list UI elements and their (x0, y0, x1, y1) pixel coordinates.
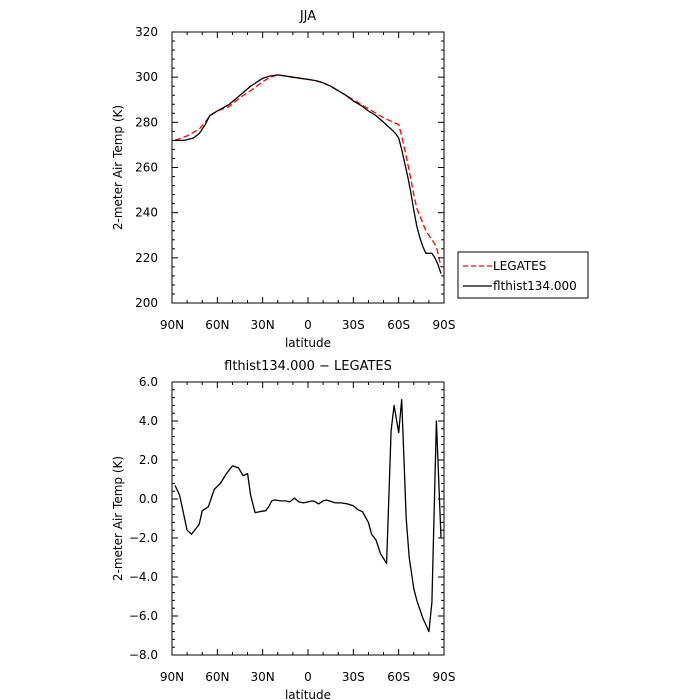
y-tick-label: 300 (135, 70, 158, 84)
x-axis-label: latitude (285, 688, 331, 700)
x-tick-label: 90N (160, 670, 184, 684)
x-tick-label: 90S (433, 670, 456, 684)
x-tick-label: 60S (387, 670, 410, 684)
x-tick-label: 30N (251, 318, 275, 332)
y-axis-label: 2-meter Air Temp (K) (111, 105, 125, 230)
plot-frame (171, 31, 445, 304)
x-tick-label: 0 (304, 318, 312, 332)
legend: LEGATES flthist134.000 (457, 251, 589, 299)
series-line-difference (174, 398, 442, 633)
series-line-flthist134-000 (175, 74, 442, 274)
y-tick-label: −6.0 (129, 609, 158, 623)
legend-label: LEGATES (493, 259, 546, 273)
y-tick-label: 260 (135, 161, 158, 175)
y-tick-label: 220 (135, 251, 158, 265)
x-axis-label: latitude (285, 336, 331, 350)
chart-title: JJA (299, 9, 316, 24)
legend-label: flthist134.000 (493, 279, 577, 293)
top-panel: JJA latitude 2-meter Air Temp (K) 90N 60N 30N… (111, 9, 455, 350)
y-tick-label: 2.0 (139, 453, 158, 467)
y-tick-label: −2.0 (129, 531, 158, 545)
series-line-legates (174, 74, 442, 268)
x-tick-label: 60N (205, 670, 229, 684)
x-tick-label: 30N (251, 670, 275, 684)
x-tick-label: 60N (205, 318, 229, 332)
y-tick-label: 320 (135, 25, 158, 39)
x-tick-label: 30S (342, 670, 365, 684)
x-tick-label: 60S (387, 318, 410, 332)
x-tick-label: 30S (342, 318, 365, 332)
y-tick-label: −4.0 (129, 570, 158, 584)
y-axis-label: 2-meter Air Temp (K) (111, 456, 125, 581)
y-tick-label: 4.0 (139, 414, 158, 428)
chart-title: flthist134.000 − LEGATES (224, 359, 392, 374)
y-tick-label: 280 (135, 115, 158, 129)
y-tick-label: −8.0 (129, 648, 158, 662)
legend-box (457, 251, 589, 299)
x-tick-label: 90S (433, 318, 456, 332)
y-tick-label: 6.0 (139, 375, 158, 389)
y-tick-label: 200 (135, 296, 158, 310)
bottom-panel: flthist134.000 − LEGATES latitude 2-meter … (111, 359, 455, 700)
x-tick-label: 90N (160, 318, 184, 332)
y-tick-label: 240 (135, 206, 158, 220)
x-tick-label: 0 (304, 670, 312, 684)
y-tick-label: 0.0 (139, 492, 158, 506)
